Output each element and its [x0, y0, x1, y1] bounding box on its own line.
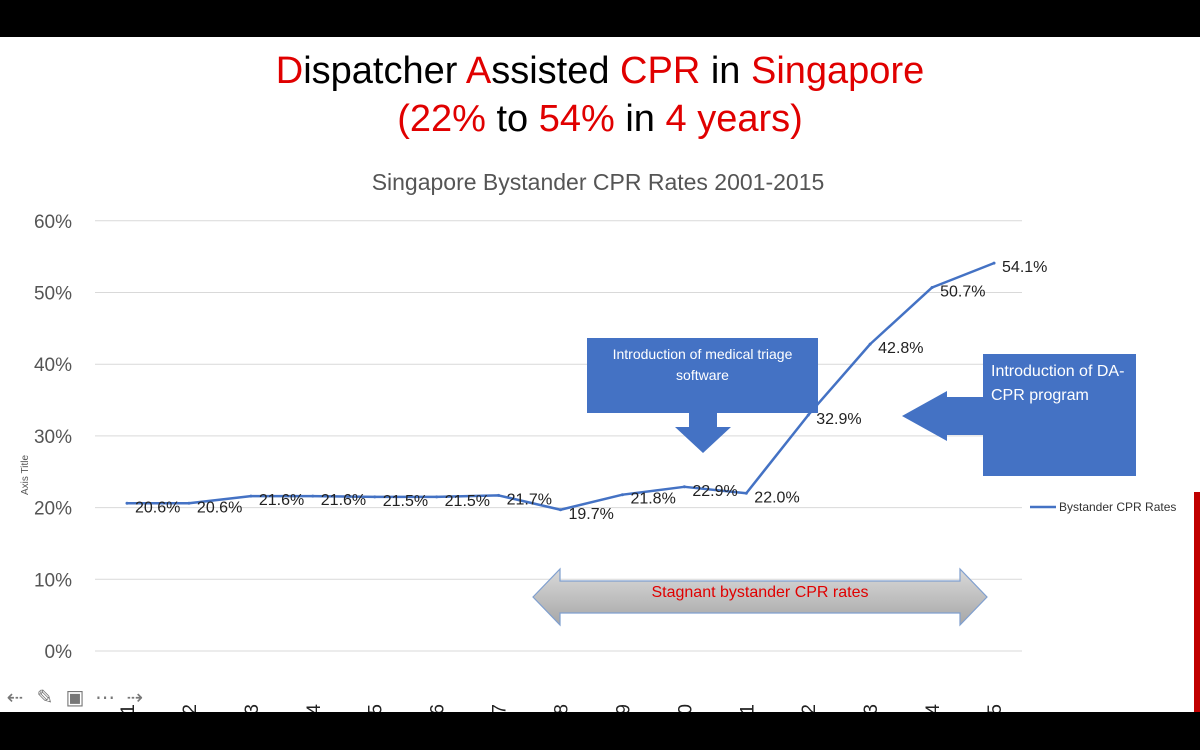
- data-point: [311, 494, 315, 498]
- data-label: 21.7%: [507, 491, 552, 508]
- data-label: 22.0%: [754, 489, 799, 506]
- data-label: 42.8%: [878, 340, 923, 357]
- data-point: [806, 413, 810, 417]
- arrow-right-icon[interactable]: ⇢: [126, 686, 144, 709]
- data-point: [187, 501, 191, 505]
- y-tick-label: 50%: [34, 284, 72, 305]
- slide-headline: Dispatcher Assisted CPR in Singapore (22…: [0, 47, 1200, 143]
- line-chart: Singapore Bystander CPR Rates 2001-2015 …: [20, 169, 1176, 712]
- stagnant-rates-label: Stagnant bystander CPR rates: [651, 584, 869, 601]
- chart-title: Singapore Bystander CPR Rates 2001-2015: [372, 169, 825, 195]
- data-label: 54.1%: [1002, 259, 1047, 276]
- headline-segment: in: [614, 98, 666, 140]
- data-label: 21.8%: [630, 491, 675, 508]
- x-tick-label: 2014: [923, 704, 944, 712]
- data-point: [868, 342, 872, 346]
- data-label: 19.7%: [569, 506, 614, 523]
- data-label: 20.6%: [135, 499, 180, 516]
- x-tick-label: 2007: [490, 704, 511, 712]
- legend-label: Bystander CPR Rates: [1059, 500, 1176, 514]
- data-label: 21.6%: [259, 492, 304, 509]
- data-labels: 20.6% 20.6% 21.6% 21.6% 21.5% 21.5% 21.7% 19.7%…: [135, 259, 1047, 523]
- red-edge-bar: [1194, 492, 1200, 712]
- data-point: [682, 485, 686, 489]
- data-label: 22.9%: [692, 483, 737, 500]
- dacpr-left-arrow: [902, 391, 983, 441]
- headline-segment: CPR: [620, 50, 701, 92]
- series-line: [127, 261, 995, 512]
- headline-segment: ssisted: [491, 50, 621, 92]
- x-tick-label: 2013: [861, 704, 882, 712]
- y-tick-label: 40%: [34, 355, 72, 376]
- x-tick-label: 2011: [737, 704, 758, 712]
- data-point: [930, 285, 934, 289]
- data-point: [373, 495, 377, 499]
- y-tick-label: 10%: [34, 570, 72, 591]
- x-tick-label: 2003: [242, 704, 263, 712]
- headline-segment: 4 years): [665, 98, 803, 140]
- series-bystander-cpr: [125, 261, 996, 512]
- arrow-left-icon[interactable]: ⇠: [6, 686, 24, 709]
- headline-line-1: Dispatcher Assisted CPR in Singapore: [0, 47, 1200, 95]
- y-tick-label: 30%: [34, 427, 72, 448]
- headline-line-2: (22% to 54% in 4 years): [0, 95, 1200, 143]
- headline-segment: ispatcher: [303, 50, 466, 92]
- x-tick-label: 2001: [118, 704, 139, 712]
- data-label: 50.7%: [940, 283, 985, 300]
- stagnant-double-arrow: [532, 567, 988, 627]
- data-point: [992, 261, 996, 265]
- data-label: 21.5%: [383, 493, 428, 510]
- dacpr-program-callout: Introduction of DA-CPR program: [983, 354, 1136, 476]
- data-point: [620, 493, 624, 497]
- data-label: 20.6%: [197, 499, 242, 516]
- y-tick-label: 20%: [34, 499, 72, 520]
- headline-segment: (22%: [397, 98, 486, 140]
- data-label: 21.5%: [445, 493, 490, 510]
- data-point: [435, 495, 439, 499]
- y-axis-title: Axis Title: [20, 455, 31, 495]
- slide: Dispatcher Assisted CPR in Singapore (22…: [0, 37, 1200, 712]
- triage-software-callout: Introduction of medical triage software: [587, 338, 818, 413]
- slide-icon[interactable]: ▣: [65, 686, 85, 709]
- data-label: 32.9%: [816, 411, 861, 428]
- headline-segment: D: [275, 50, 304, 92]
- y-tick-label: 0%: [45, 642, 73, 663]
- headline-segment: A: [465, 50, 492, 92]
- data-point: [497, 493, 501, 497]
- x-tick-label: 2012: [799, 704, 820, 712]
- data-point: [249, 494, 253, 498]
- x-tick-label: 2004: [304, 704, 325, 712]
- presentation-toolbar: ⇠ ✎ ▣ ⋯ ⇢: [2, 682, 148, 712]
- y-tick-label: 60%: [34, 212, 72, 233]
- pen-icon[interactable]: ✎: [36, 686, 54, 709]
- headline-segment: to: [485, 98, 539, 140]
- headline-segment: Singapore: [750, 50, 925, 92]
- x-tick-label: 2002: [180, 704, 201, 712]
- more-icon[interactable]: ⋯: [95, 686, 115, 709]
- x-tick-label: 2009: [613, 704, 634, 712]
- data-point: [744, 491, 748, 495]
- x-tick-label: 2005: [366, 704, 387, 712]
- data-point: [559, 508, 563, 512]
- x-axis-ticks: 2001 2002 2003 2004 2005 2006 2007 2008 2009 2010…: [118, 704, 1006, 712]
- headline-segment: in: [700, 50, 751, 92]
- triage-down-arrow: [675, 413, 731, 453]
- x-tick-label: 2015: [985, 704, 1006, 712]
- x-tick-label: 2010: [675, 704, 696, 712]
- x-tick-label: 2006: [428, 704, 449, 712]
- data-point: [125, 501, 129, 505]
- data-label: 21.6%: [321, 492, 366, 509]
- x-tick-label: 2008: [552, 704, 573, 712]
- headline-segment: 54%: [538, 98, 615, 140]
- y-axis-ticks: 0% 10% 20% 30% 40% 50% 60%: [34, 212, 72, 663]
